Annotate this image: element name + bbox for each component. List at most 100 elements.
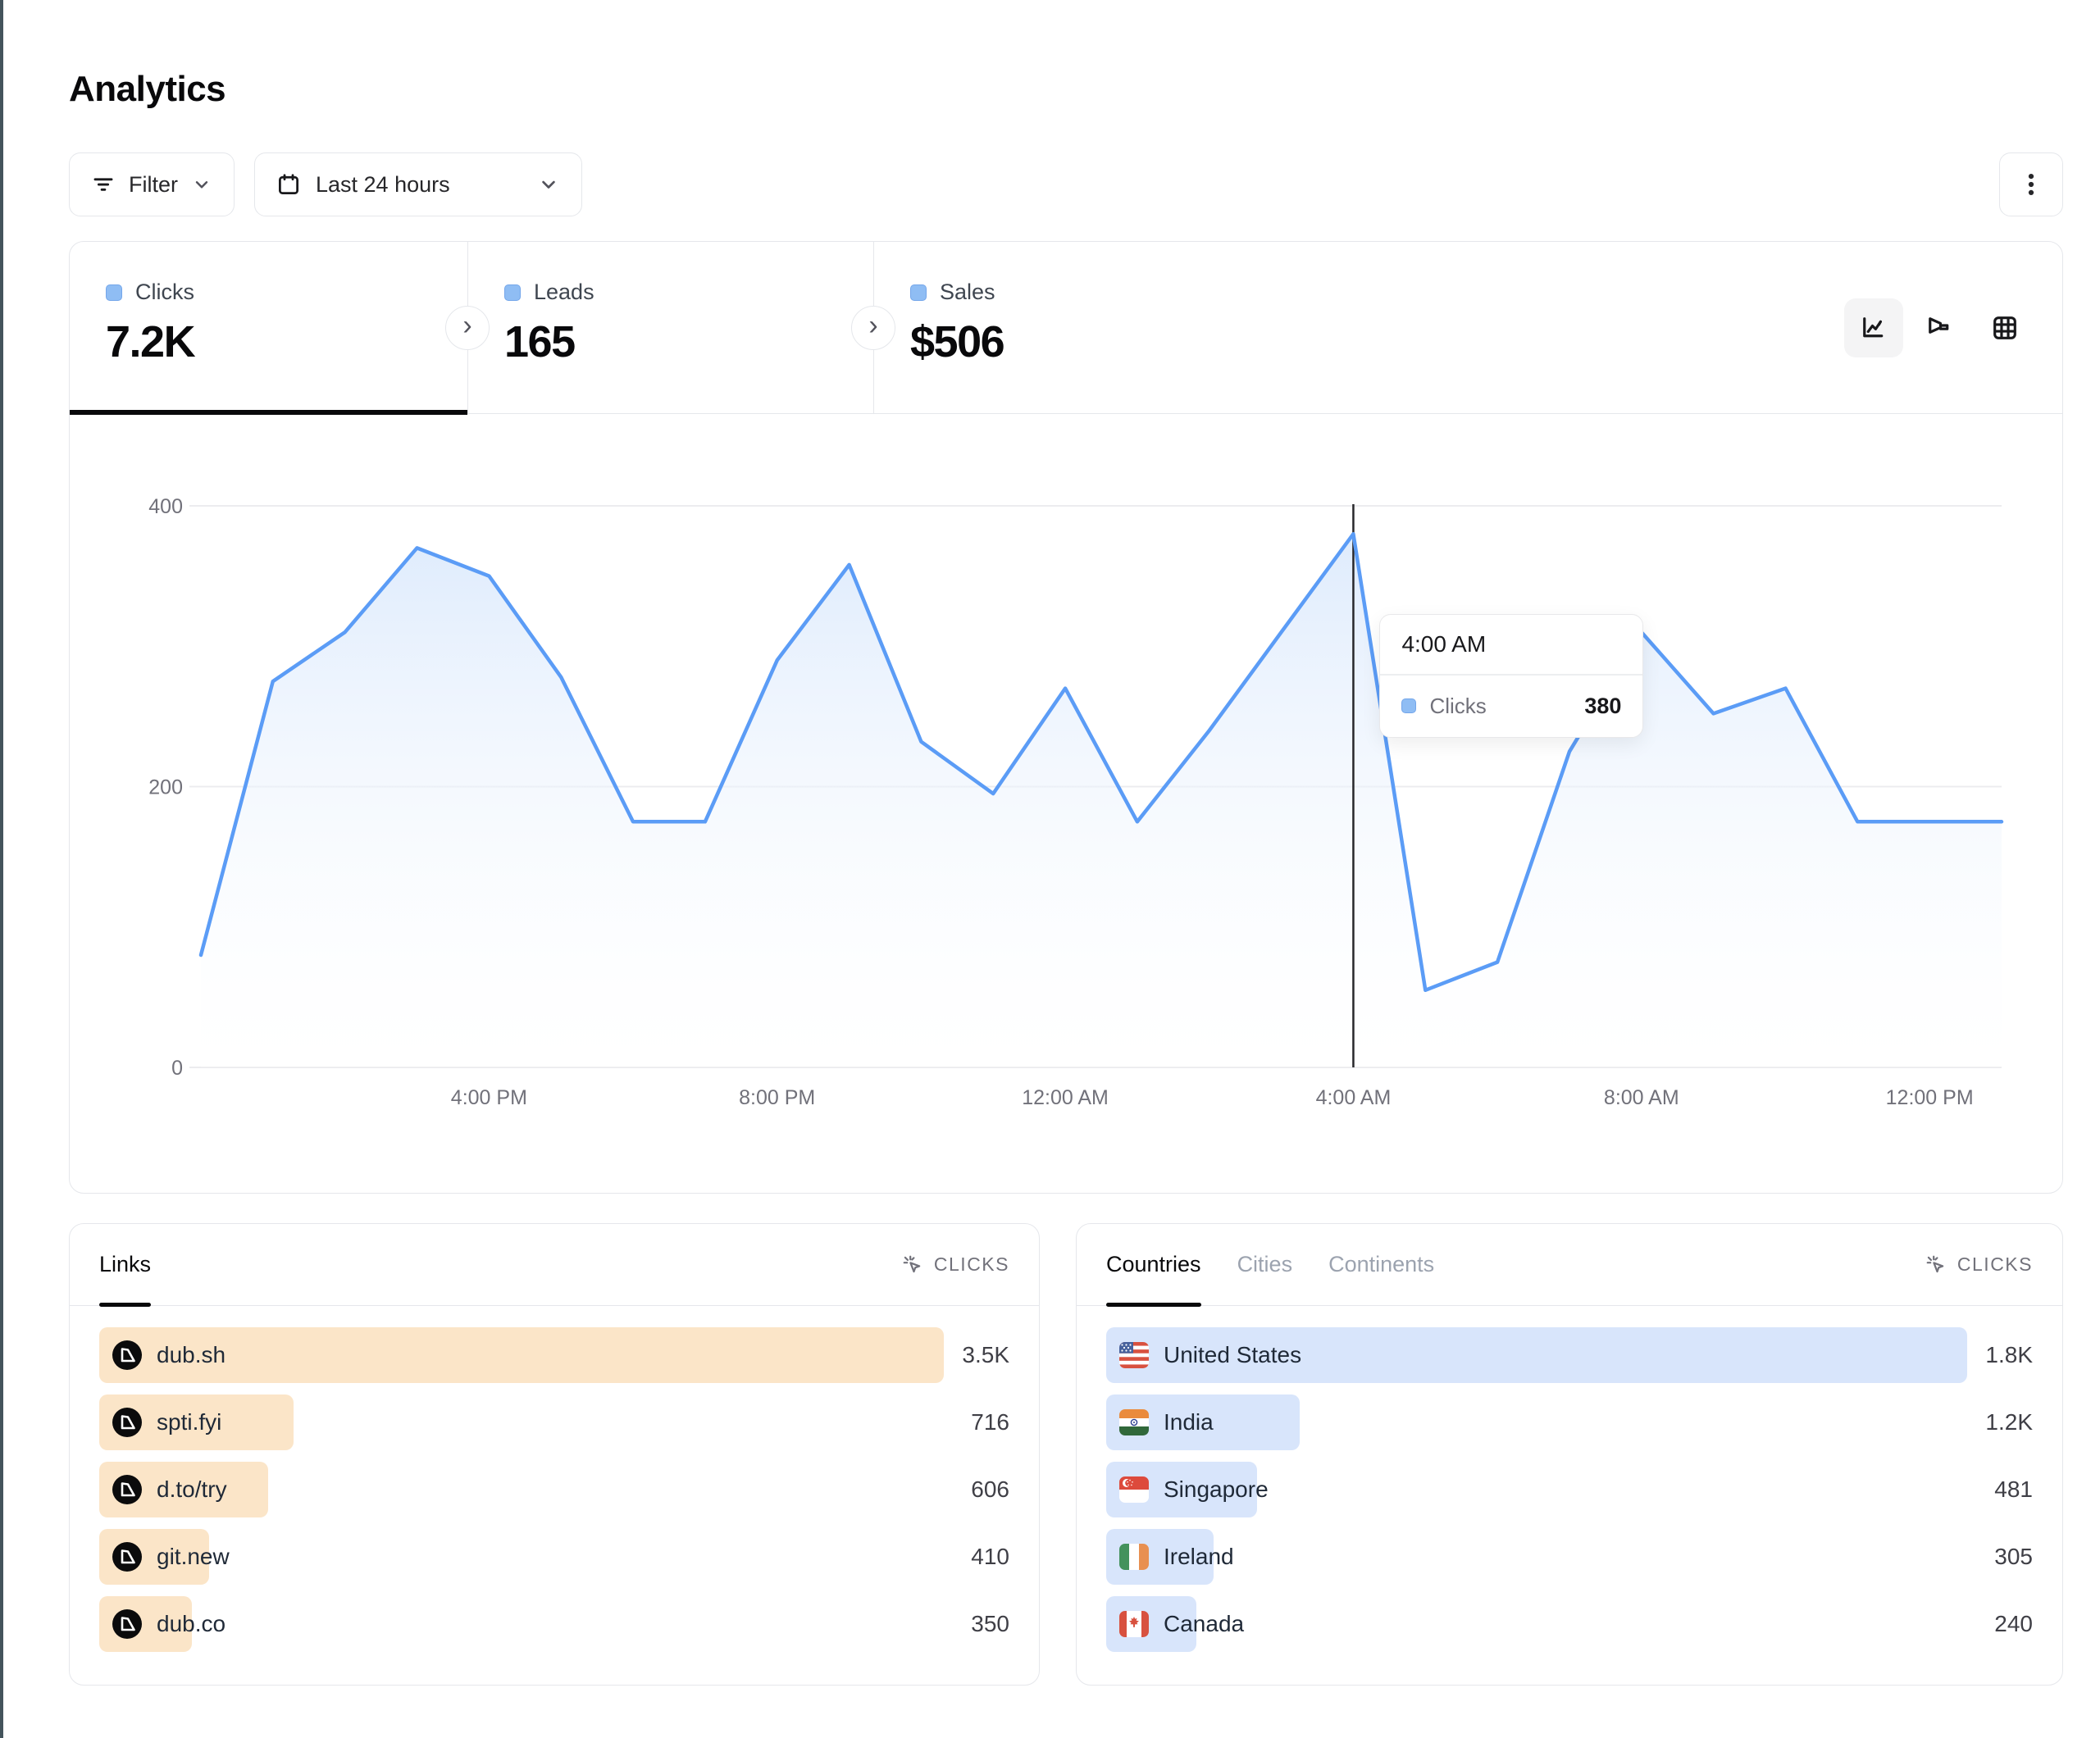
row-label: git.new <box>157 1544 230 1569</box>
country-row[interactable]: Canada 240 <box>1106 1596 2033 1652</box>
tooltip-value: 380 <box>1584 693 1622 718</box>
row-label: India <box>1164 1409 1214 1435</box>
row-value: 305 <box>1994 1544 2033 1569</box>
funnel-view-button[interactable] <box>1910 298 1969 357</box>
countries-panel-header: Countries Cities Continents CLICKS <box>1077 1224 2062 1307</box>
row-value: 3.5K <box>962 1342 1009 1367</box>
links-panel-header: Links CLICKS <box>70 1224 1039 1307</box>
countries-panel: Countries Cities Continents CLICKS United … <box>1076 1223 2063 1686</box>
country-row[interactable]: India 1.2K <box>1106 1394 2033 1450</box>
country-row[interactable]: United States 1.8K <box>1106 1327 2033 1383</box>
dub-logo-icon <box>112 1475 142 1504</box>
row-value: 410 <box>971 1544 1009 1569</box>
row-value: 606 <box>971 1476 1009 1502</box>
y-tick-label: 200 <box>148 776 183 799</box>
row-content: git.new 410 <box>99 1542 1009 1572</box>
sg-flag-icon <box>1119 1476 1149 1503</box>
metric-tabs: Clicks 7.2K › Leads 165 › Sales $506 <box>70 242 2062 415</box>
grid-table-icon <box>1990 313 2020 343</box>
row-label: Singapore <box>1164 1476 1269 1502</box>
stat-label: Sales <box>940 280 995 304</box>
chart-line <box>198 532 2004 993</box>
x-tick-label: 8:00 PM <box>739 1086 815 1109</box>
y-tick-label: 400 <box>148 495 183 518</box>
dub-logo-icon <box>112 1408 142 1437</box>
chart-canvas: 0 200 400 4:00 PM 8:00 PM 12:00 AM 4:00 AM 8:00… <box>148 495 2004 1109</box>
x-tick-label: 8:00 AM <box>1604 1086 1679 1109</box>
row-label: Ireland <box>1164 1544 1234 1569</box>
y-tick-label: 0 <box>171 1057 183 1080</box>
stat-tab-clicks[interactable]: Clicks 7.2K › <box>70 242 490 415</box>
chevron-down-icon <box>191 174 212 195</box>
line-chart-icon <box>1859 313 1888 343</box>
dub-logo-icon <box>112 1340 142 1370</box>
kebab-menu-icon <box>2017 171 2045 198</box>
chart-tooltip: 4:00 AM Clicks 380 <box>1379 614 1644 738</box>
row-label: Canada <box>1164 1611 1245 1636</box>
x-tick-label: 4:00 AM <box>1316 1086 1392 1109</box>
date-range-button[interactable]: Last 24 hours <box>254 152 582 216</box>
expand-metric-button[interactable]: › <box>851 305 895 350</box>
cursor-click-icon <box>1925 1253 1947 1276</box>
stat-head: Leads <box>504 280 873 305</box>
date-range-label: Last 24 hours <box>316 171 450 197</box>
country-row[interactable]: Ireland 305 <box>1106 1529 2033 1585</box>
stat-value: $506 <box>910 317 1005 366</box>
expand-metric-button[interactable]: › <box>445 305 490 350</box>
row-value: 1.8K <box>1985 1342 2033 1367</box>
cursor-click-icon <box>901 1253 924 1276</box>
calendar-icon <box>276 172 301 197</box>
link-row[interactable]: spti.fyi 716 <box>99 1394 1009 1450</box>
countries-tab-continents[interactable]: Continents <box>1328 1252 1435 1276</box>
row-content: Ireland 305 <box>1106 1544 2033 1570</box>
country-row[interactable]: Singapore 481 <box>1106 1462 2033 1517</box>
countries-metric-label: CLICKS <box>1957 1253 2033 1275</box>
links-rows: dub.sh 3.5K spti.fyi 716 d.to/try 606 git.new 4… <box>70 1306 1039 1652</box>
row-label: spti.fyi <box>157 1409 222 1435</box>
row-content: d.to/try 606 <box>99 1475 1009 1504</box>
row-label: dub.sh <box>157 1342 226 1367</box>
links-metric[interactable]: CLICKS <box>901 1253 1009 1276</box>
in-flag-icon <box>1119 1409 1149 1435</box>
clicks-legend-icon <box>106 284 122 301</box>
table-view-button[interactable] <box>1975 298 2034 357</box>
link-row[interactable]: git.new 410 <box>99 1529 1009 1585</box>
clicks-legend-icon <box>1401 698 1417 713</box>
funnel-icon <box>1925 313 1954 343</box>
row-value: 1.2K <box>1985 1409 2033 1435</box>
row-value: 240 <box>1994 1611 2033 1636</box>
stat-value: 7.2K <box>106 317 196 366</box>
stat-tab-sales[interactable]: Sales $506 <box>874 242 1280 413</box>
row-label: d.to/try <box>157 1476 227 1502</box>
chart-area <box>201 534 2002 1067</box>
link-row[interactable]: dub.sh 3.5K <box>99 1327 1009 1383</box>
countries-metric[interactable]: CLICKS <box>1925 1253 2033 1276</box>
row-content: Singapore 481 <box>1106 1476 2033 1503</box>
chevron-right-icon: › <box>868 309 878 341</box>
ie-flag-icon <box>1119 1544 1149 1570</box>
line-chart-view-button[interactable] <box>1844 298 1903 357</box>
row-label: dub.co <box>157 1611 226 1636</box>
row-content: spti.fyi 716 <box>99 1408 1009 1437</box>
leads-legend-icon <box>504 284 521 301</box>
chevron-right-icon: › <box>462 309 472 341</box>
countries-tab-countries[interactable]: Countries <box>1106 1224 1201 1307</box>
us-flag-icon <box>1119 1342 1149 1368</box>
clicks-timeseries-chart[interactable]: 0 200 400 4:00 PM 8:00 PM 12:00 AM 4:00 AM 8:00… <box>70 414 2062 1191</box>
stat-tab-leads[interactable]: Leads 165 › <box>468 242 895 413</box>
more-options-button[interactable] <box>1999 152 2063 216</box>
row-bar <box>1106 1327 1967 1383</box>
row-content: dub.sh 3.5K <box>99 1340 1009 1370</box>
link-row[interactable]: dub.co 350 <box>99 1596 1009 1652</box>
filter-button[interactable]: Filter <box>69 152 235 216</box>
tooltip-time: 4:00 AM <box>1401 631 1487 657</box>
chart-view-toggles <box>1844 298 2034 357</box>
stat-head: Sales <box>910 280 1280 305</box>
tooltip-series-label: Clicks <box>1429 693 1487 718</box>
link-row[interactable]: d.to/try 606 <box>99 1462 1009 1517</box>
links-tab-links[interactable]: Links <box>99 1224 152 1307</box>
stat-value: 165 <box>504 317 576 366</box>
countries-tab-cities[interactable]: Cities <box>1237 1252 1293 1276</box>
page-title: Analytics <box>69 69 226 109</box>
stat-label: Clicks <box>135 280 194 304</box>
